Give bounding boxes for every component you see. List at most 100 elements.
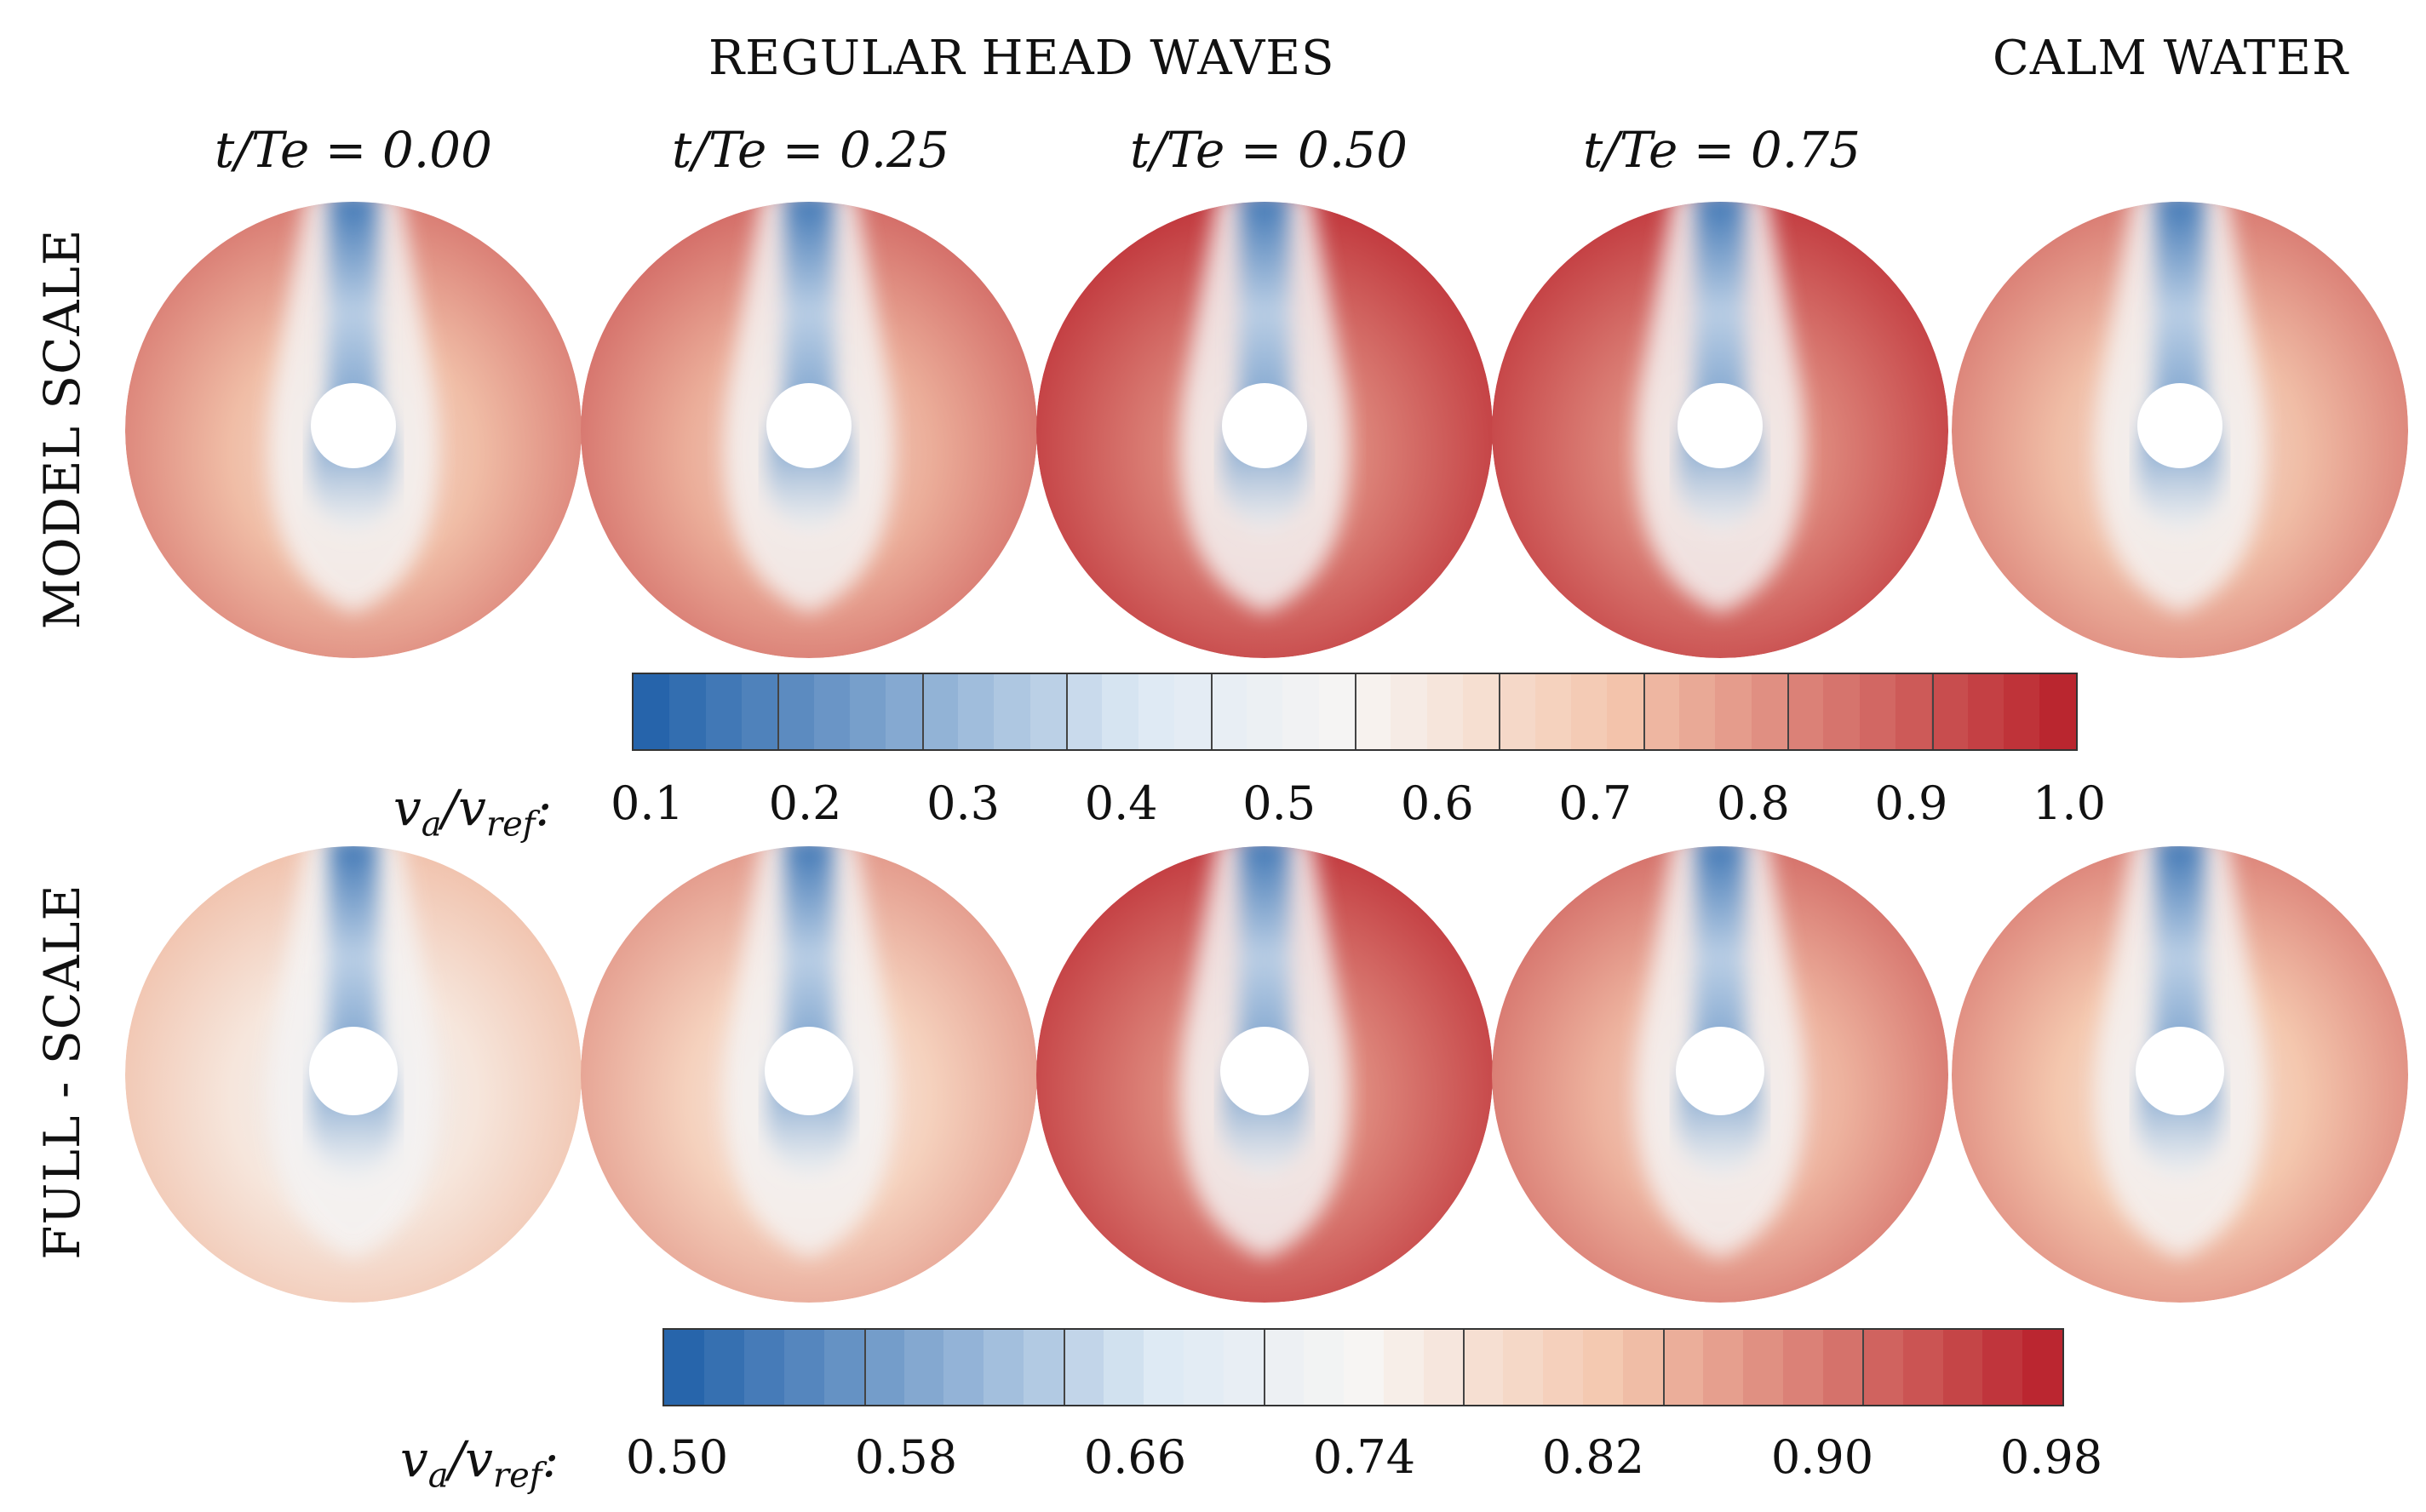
colorbar-tick-label: 0.90 [1770,1430,1874,1484]
colorbar-segment [1104,1330,1144,1405]
colorbar-segment [1782,1330,1823,1405]
colorbar-segment [1354,674,1391,749]
velocity-disk-row0-col2 [1036,202,1493,658]
colorbar-segment [669,674,706,749]
colorbar-major-line [1499,674,1501,749]
hub-hole [1676,1027,1764,1115]
colorbar-segment [1263,1330,1304,1405]
colorbar-segment [2022,1330,2063,1405]
velocity-disk-row1-col4 [1952,846,2408,1303]
colorbar-segment [1902,1330,1943,1405]
velocity-disk-row0-col1 [581,202,1037,658]
colorbar-full-strip [662,1328,2064,1406]
colorbar-segment [1210,674,1247,749]
colorbar-segment [984,1330,1024,1405]
colorbar-segment [1583,1330,1624,1405]
colorbar-segment [2004,674,2040,749]
colorbar-tick-label: 0.66 [1083,1430,1187,1484]
colorbar-segment [703,1330,744,1405]
velocity-disk-row1-col2 [1036,846,1493,1303]
colorbar-tick-label: 0.2 [768,776,842,830]
colorbar-tick-label: 0.9 [1874,776,1948,830]
colorbar-segment [664,1330,704,1405]
colorbar-segment [1862,1330,1903,1405]
colorbar-tick-label: 0.5 [1242,776,1316,830]
colorbar-segment [742,674,778,749]
velocity-disk-row0-col4 [1952,202,2408,658]
colorbar-segment [850,674,886,749]
colorbar-tick-label: 0.3 [926,776,1001,830]
colorbar-segment [1174,674,1211,749]
velocity-disk-row1-col1 [581,846,1037,1303]
colorbar-segment [1715,674,1752,749]
colorbar-tick-label: 0.74 [1312,1430,1416,1484]
colorbar-segment [1426,674,1463,749]
colorbar-tick-label: 0.7 [1558,776,1632,830]
colorbar-segment [921,674,959,749]
colorbar-segment [1246,674,1283,749]
hub-hole [1220,1027,1309,1115]
time-label-3: t/Te = 0.75 [1583,121,1861,179]
colorbar-segment [1702,1330,1743,1405]
colorbar-segment [1499,674,1535,749]
colorbar-tick-label: 0.6 [1400,776,1474,830]
colorbar-major-line [777,674,780,749]
colorbar-segment [1462,674,1500,749]
colorbar-segment [1822,1330,1863,1405]
colorbar-segment [1503,1330,1544,1405]
colorbar-segment [783,1330,824,1405]
colorbar-segment [886,674,922,749]
colorbar-segment [863,1330,904,1405]
hub-hole [2136,1027,2224,1115]
colorbar-segment [1859,674,1896,749]
colorbar-major-line [1355,674,1356,749]
colorbar-segment [1967,674,2004,749]
colorbar-major-line [1643,674,1645,749]
colorbar-segment [634,674,670,749]
colorbar-model-title: va/vref: [393,779,553,845]
waves-title: REGULAR HEAD WAVES [708,31,1335,86]
colorbar-major-line [1210,674,1213,749]
colorbar-tick-label: 0.4 [1084,776,1158,830]
colorbar-segment [994,674,1030,749]
colorbar-segment [1982,1330,2023,1405]
colorbar-major-line [1064,1330,1066,1405]
colorbar-major-line [1662,1330,1665,1405]
hub-hole [1678,383,1763,468]
colorbar-major-line [1263,1330,1265,1405]
colorbar-segment [1931,674,1968,749]
hub-hole [766,383,852,468]
colorbar-tick-label: 0.98 [1999,1430,2103,1484]
colorbar-segment [1463,1330,1504,1405]
colorbar-segment [1102,674,1138,749]
hub-hole [2137,383,2222,468]
colorbar-tick-label: 0.8 [1716,776,1790,830]
colorbar-segment [1024,1330,1064,1405]
colorbar-segment [1607,674,1643,749]
colorbar-segment [903,1330,944,1405]
velocity-disk-row0-col0 [125,202,582,658]
colorbar-model-strip [632,673,2078,751]
colorbar-segment [823,1330,864,1405]
colorbar-tick-label: 0.82 [1541,1430,1645,1484]
colorbar-major-line [1787,674,1790,749]
velocity-disk-row1-col0 [125,846,582,1303]
colorbar-segment [2039,674,2076,749]
row-label-model-scale: MODEL SCALE [33,228,91,630]
colorbar-segment [1183,1330,1224,1405]
colorbar-major-line [1862,1330,1865,1405]
colorbar-tick-label: 0.58 [854,1430,958,1484]
colorbar-major-line [1931,674,1934,749]
velocity-disk-row0-col3 [1492,202,1948,658]
colorbar-segment [1029,674,1067,749]
colorbar-major-line [1066,674,1069,749]
colorbar-segment [777,674,814,749]
colorbar-segment [1303,1330,1344,1405]
hub-hole [1222,383,1307,468]
colorbar-segment [1383,1330,1424,1405]
colorbar-segment [1623,1330,1664,1405]
colorbar-segment [1742,1330,1783,1405]
colorbar-major-line [1463,1330,1465,1405]
colorbar-major-line [921,674,924,749]
velocity-disk-row1-col3 [1492,846,1948,1303]
